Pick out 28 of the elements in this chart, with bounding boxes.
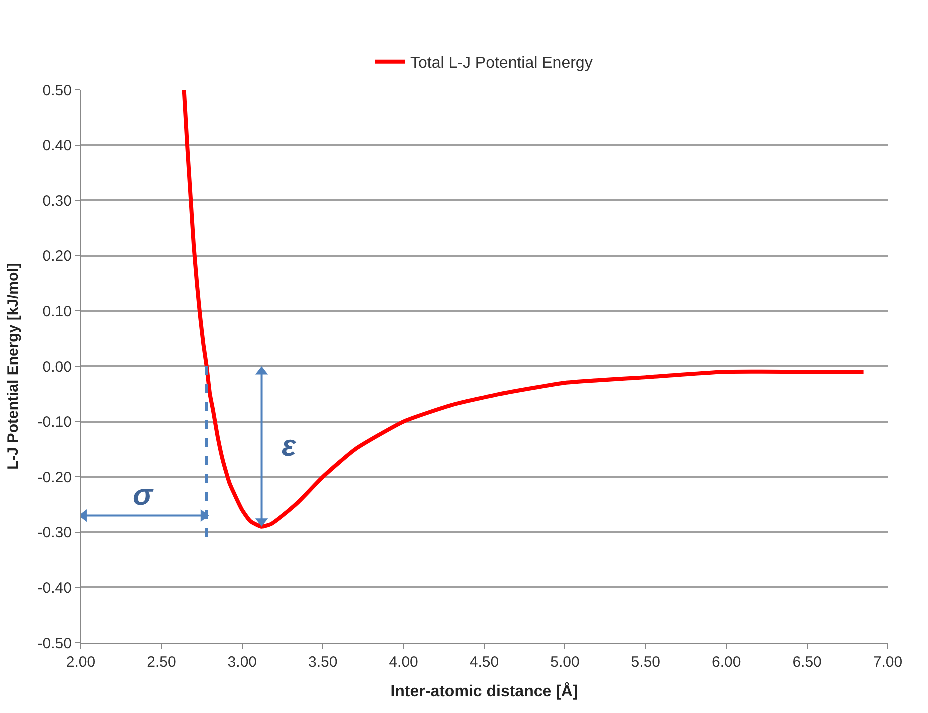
x-tick-label: 2.50 xyxy=(147,654,176,671)
annotation: σ xyxy=(133,479,154,512)
x-tick-label: 6.50 xyxy=(792,654,822,671)
y-tick-label: 0.50 xyxy=(42,82,72,100)
y-tick-label: -0.30 xyxy=(38,524,72,542)
x-tick-label: 4.00 xyxy=(389,654,418,671)
x-tick-label: 2.00 xyxy=(66,654,96,671)
y-tick-label: -0.40 xyxy=(38,580,72,597)
y-tick-label: 0.10 xyxy=(42,303,72,320)
x-axis-title: Inter-atomic distance [Å] xyxy=(390,682,578,701)
y-tick-label: -0.50 xyxy=(38,635,72,652)
line-series xyxy=(182,90,866,529)
x-tick-label: 4.50 xyxy=(470,654,500,671)
annotation: ε xyxy=(282,430,297,463)
y-tick-label: 0.00 xyxy=(42,358,72,376)
y-tick-label: 0.30 xyxy=(42,192,72,210)
x-tick-label: 3.00 xyxy=(228,654,257,671)
x-tick-label: 6.00 xyxy=(712,654,742,671)
y-tick-label: -0.20 xyxy=(38,469,72,486)
y-tick-label: -0.10 xyxy=(38,414,72,432)
y-axis-title: L-J Potential Energy [kJ/mol] xyxy=(5,263,22,470)
y-tick-label: 0.20 xyxy=(42,248,72,266)
x-tick-label: 3.50 xyxy=(308,654,338,671)
y-tick-label: 0.40 xyxy=(42,138,72,155)
x-tick-label: 5.00 xyxy=(550,654,580,671)
legend-label: Total L-J Potential Energy xyxy=(410,55,593,72)
x-tick-label: 7.00 xyxy=(873,654,903,671)
x-tick-label: 5.50 xyxy=(631,654,660,671)
